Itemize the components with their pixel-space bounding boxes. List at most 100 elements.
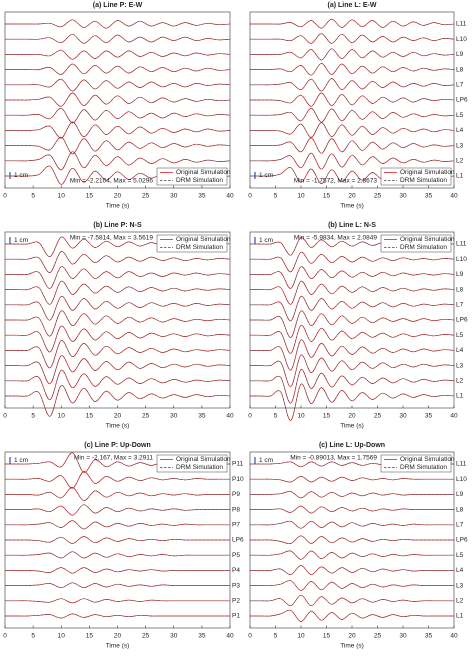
trace-drm bbox=[5, 536, 230, 544]
panel-title: (a) Line L: E-W bbox=[328, 2, 377, 9]
trace-original bbox=[4, 136, 231, 155]
x-tick-label: 30 bbox=[399, 413, 407, 420]
trace-drm bbox=[5, 151, 231, 171]
trace-drm bbox=[5, 107, 231, 124]
x-tick-label: 20 bbox=[114, 193, 122, 200]
trace-original bbox=[249, 137, 455, 154]
legend-label: Original Simulation bbox=[400, 456, 455, 463]
station-label: L9 bbox=[456, 271, 464, 278]
trace-drm bbox=[5, 567, 230, 574]
trace-original bbox=[249, 310, 455, 338]
x-tick-label: 10 bbox=[58, 193, 66, 200]
x-tick-label: 30 bbox=[399, 193, 407, 200]
x-tick-label: 5 bbox=[31, 413, 35, 420]
trace-drm bbox=[250, 369, 455, 404]
x-axis-label: Time (s) bbox=[106, 203, 130, 210]
legend-box bbox=[156, 234, 228, 253]
x-tick-label: 40 bbox=[450, 413, 458, 420]
min-max-annotation: Min = -0.89013, Max = 1.7569 bbox=[290, 455, 377, 462]
x-tick-label: 15 bbox=[86, 193, 94, 200]
min-max-annotation: Min = -1.7572, Max = 2.8673 bbox=[294, 178, 377, 185]
station-label: L10 bbox=[456, 476, 467, 483]
x-tick-label: 20 bbox=[114, 413, 122, 420]
legend-label: DRM Simulation bbox=[400, 177, 447, 184]
trace-original bbox=[250, 280, 455, 305]
trace-original bbox=[250, 354, 455, 387]
legend-label: Original Simulation bbox=[400, 236, 455, 243]
trace-original bbox=[5, 266, 231, 289]
station-label: L1 bbox=[456, 613, 464, 620]
trace-drm bbox=[5, 280, 231, 305]
trace-original bbox=[250, 491, 454, 499]
station-label: LP6 bbox=[456, 317, 468, 324]
station-label: L5 bbox=[456, 332, 464, 339]
station-label: L1 bbox=[456, 393, 464, 400]
x-tick-label: 40 bbox=[226, 193, 234, 200]
trace-original bbox=[4, 504, 231, 516]
trace-drm bbox=[250, 550, 454, 560]
trace-drm bbox=[250, 107, 455, 123]
trace-drm bbox=[250, 476, 454, 483]
station-label: L7 bbox=[456, 522, 464, 529]
trace-drm bbox=[4, 19, 231, 29]
x-tick-label: 5 bbox=[31, 633, 35, 640]
trace-drm bbox=[5, 34, 231, 44]
station-label: L3 bbox=[456, 362, 464, 369]
legend-box bbox=[380, 454, 452, 473]
trace-drm bbox=[249, 18, 455, 29]
x-axis-label: Time (s) bbox=[340, 643, 364, 650]
x-tick-label: 10 bbox=[58, 633, 66, 640]
station-label: P7 bbox=[232, 522, 240, 529]
trace-drm bbox=[250, 251, 455, 273]
legend-label: Original Simulation bbox=[176, 236, 231, 243]
x-tick-label: 35 bbox=[198, 633, 206, 640]
x-tick-label: 25 bbox=[374, 413, 382, 420]
x-tick-label: 20 bbox=[348, 633, 356, 640]
trace-original bbox=[5, 92, 231, 107]
trace-original bbox=[250, 33, 455, 44]
trace-drm bbox=[250, 354, 455, 387]
x-tick-label: 20 bbox=[348, 413, 356, 420]
station-label: P4 bbox=[232, 567, 240, 574]
trace-original bbox=[250, 565, 454, 575]
trace-original bbox=[4, 582, 230, 589]
trace-drm bbox=[4, 613, 230, 619]
legend-label: DRM Simulation bbox=[400, 244, 447, 251]
trace-drm bbox=[249, 505, 455, 514]
trace-original bbox=[250, 92, 455, 107]
x-tick-label: 0 bbox=[248, 413, 252, 420]
station-label: L11 bbox=[456, 241, 467, 248]
trace-drm bbox=[5, 487, 230, 501]
x-tick-label: 20 bbox=[114, 633, 122, 640]
station-label: P11 bbox=[232, 461, 243, 468]
trace-original bbox=[5, 280, 231, 305]
trace-drm bbox=[4, 385, 231, 417]
x-tick-label: 25 bbox=[374, 633, 382, 640]
trace-original bbox=[249, 18, 455, 29]
x-tick-label: 25 bbox=[142, 413, 150, 420]
x-tick-label: 15 bbox=[86, 633, 94, 640]
panel-title: (c) Line P: Up-Down bbox=[84, 442, 151, 449]
station-label: L2 bbox=[456, 378, 464, 385]
scale-label: 1 cm bbox=[259, 172, 273, 179]
x-tick-label: 15 bbox=[323, 193, 331, 200]
x-tick-label: 0 bbox=[3, 193, 7, 200]
trace-drm bbox=[250, 63, 455, 76]
x-tick-label: 35 bbox=[425, 633, 433, 640]
scale-label: 1 cm bbox=[14, 457, 28, 464]
trace-drm bbox=[249, 310, 455, 338]
x-axis-label: Time (s) bbox=[106, 643, 130, 650]
trace-drm bbox=[250, 296, 455, 322]
trace-original bbox=[250, 266, 455, 289]
station-label: L9 bbox=[456, 51, 464, 58]
station-label: P1 bbox=[232, 613, 240, 620]
station-label: P5 bbox=[232, 552, 240, 559]
station-label: L5 bbox=[456, 112, 464, 119]
x-tick-label: 35 bbox=[198, 413, 206, 420]
station-label: L8 bbox=[456, 506, 464, 513]
station-label: LP6 bbox=[456, 97, 468, 104]
trace-drm bbox=[4, 49, 231, 60]
x-tick-label: 15 bbox=[86, 413, 94, 420]
trace-original bbox=[250, 152, 455, 170]
